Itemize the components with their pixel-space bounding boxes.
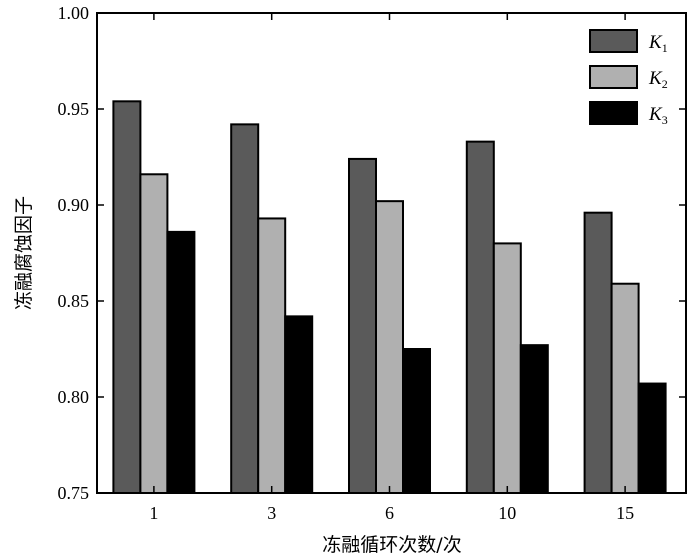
bar-K1-cat-10: [465, 140, 495, 494]
y-tick-label: 0.95: [58, 99, 90, 119]
y-tick-label: 0.90: [58, 195, 90, 215]
y-axis: 0.75 0.80 0.85 0.90 0.95 1.00: [58, 3, 686, 503]
bar-K2-cat-10: [492, 242, 522, 494]
legend: K1 K2 K3: [589, 29, 668, 127]
x-tick-label: 15: [616, 503, 634, 523]
bar-K3-cat-15: [637, 382, 667, 494]
x-tick-label: 10: [498, 503, 516, 523]
bar-K1-cat-3: [230, 123, 260, 495]
bar-K2-cat-15: [610, 282, 640, 494]
bar-K2-cat-6: [375, 200, 404, 494]
bar-K1-cat-1: [112, 100, 142, 494]
x-axis-title: 冻融循环次数/次: [322, 534, 461, 556]
y-tick-label: 0.80: [58, 387, 90, 407]
x-tick-label: 1: [149, 503, 158, 523]
y-tick-label: 0.85: [58, 291, 90, 311]
plot-frame: [96, 12, 687, 494]
bar-K3-cat-6: [402, 348, 431, 494]
bar-K3-cat-10: [519, 344, 549, 494]
legend-label-K2: K2: [648, 68, 668, 91]
bar-K3-cat-1: [166, 230, 196, 494]
x-tick-label: 6: [385, 503, 394, 523]
x-axis: 1 3 6 10 15: [149, 13, 634, 523]
bar-K1-cat-6: [348, 157, 377, 494]
y-tick-label: 1.00: [58, 3, 90, 23]
legend-label-K3: K3: [648, 104, 668, 127]
bar-K2-cat-1: [139, 173, 169, 494]
y-tick-label: 0.75: [58, 483, 90, 503]
legend-swatch-K1: [589, 29, 638, 53]
legend-swatch-K3: [589, 101, 638, 125]
bar-K2-cat-3: [257, 217, 287, 494]
bar-K3-cat-3: [284, 315, 314, 494]
bar-K1-cat-15: [583, 211, 613, 494]
bars-group: [112, 100, 667, 495]
y-axis-title: 冻融腐蚀因子: [13, 196, 35, 310]
legend-label-K1: K1: [648, 32, 668, 55]
legend-swatch-K2: [589, 65, 638, 89]
x-tick-label: 3: [267, 503, 276, 523]
